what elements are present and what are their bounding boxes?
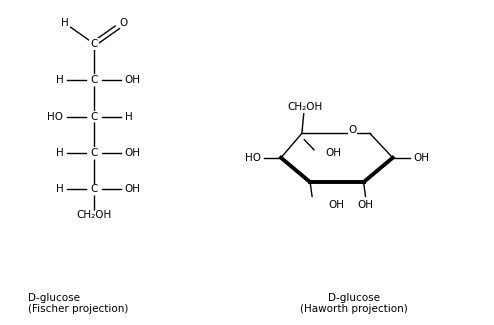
Text: OH: OH [124, 75, 141, 85]
Text: H: H [124, 111, 132, 122]
Text: CH₂OH: CH₂OH [287, 102, 323, 112]
Text: OH: OH [358, 200, 373, 210]
Text: H: H [56, 148, 63, 158]
Text: C: C [90, 148, 98, 158]
Text: C: C [90, 184, 98, 194]
Text: CH₂OH: CH₂OH [77, 210, 112, 220]
Text: H: H [56, 184, 63, 194]
Text: C: C [90, 39, 98, 49]
Text: O: O [120, 18, 128, 28]
Text: H: H [56, 75, 63, 85]
Text: C: C [90, 75, 98, 85]
Text: H: H [60, 18, 68, 28]
Polygon shape [281, 133, 393, 182]
Text: OH: OH [124, 148, 141, 158]
Text: OH: OH [124, 184, 141, 194]
Text: OH: OH [329, 200, 345, 210]
Text: HO: HO [245, 153, 261, 163]
Text: OH: OH [413, 153, 429, 163]
Text: D-glucose
(Fischer projection): D-glucose (Fischer projection) [29, 293, 129, 315]
Text: D-glucose
(Haworth projection): D-glucose (Haworth projection) [300, 293, 408, 315]
Text: OH: OH [325, 148, 341, 158]
Text: HO: HO [47, 111, 63, 122]
Text: O: O [349, 124, 357, 135]
Text: C: C [90, 111, 98, 122]
